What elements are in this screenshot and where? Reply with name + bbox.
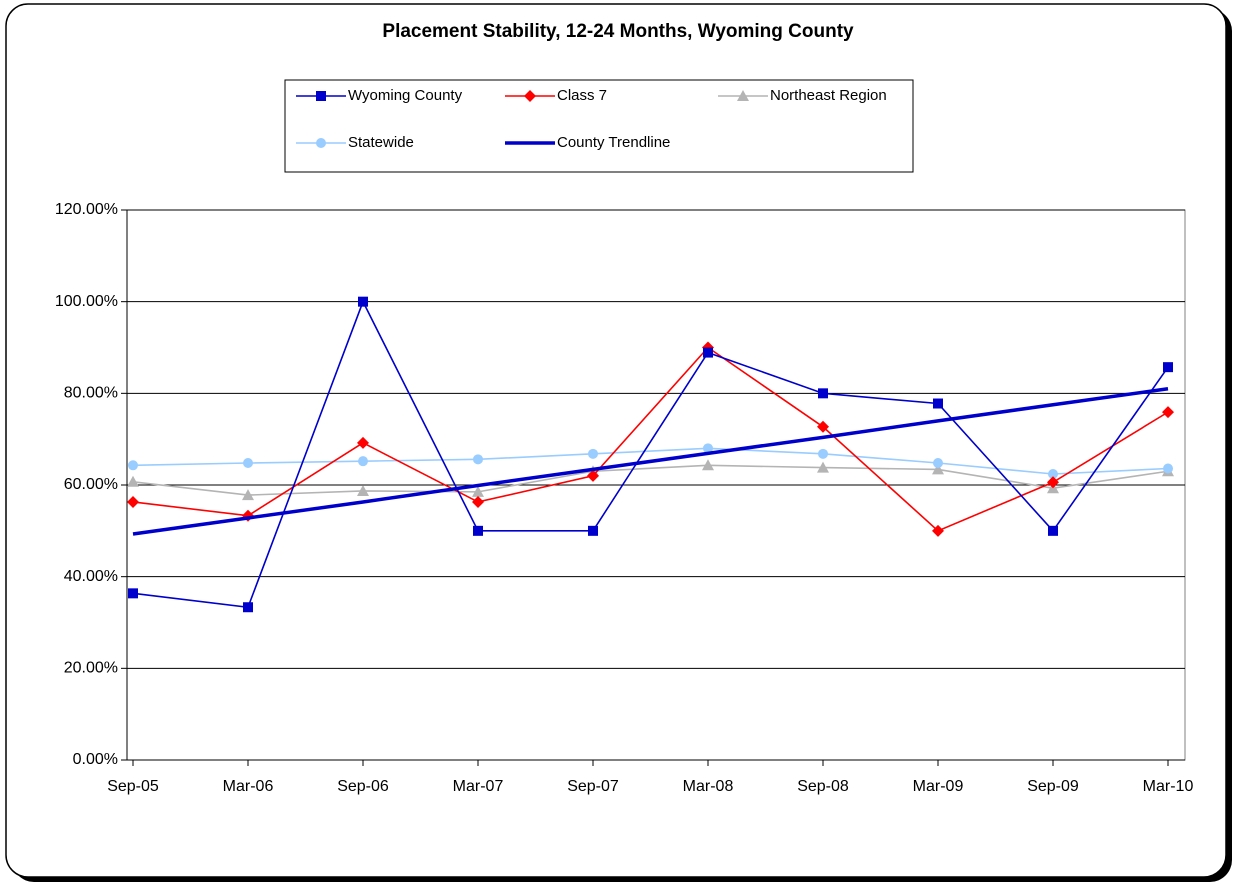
data-point — [588, 525, 598, 536]
chart-title: Placement Stability, 12-24 Months, Wyomi… — [382, 21, 854, 42]
data-point — [703, 443, 713, 454]
data-point — [933, 458, 943, 468]
legend-box — [284, 79, 914, 173]
x-tick-label: Sep-07 — [567, 778, 619, 795]
y-tick-label: 0.00% — [73, 751, 118, 768]
data-point — [817, 461, 829, 473]
legend-marker — [737, 90, 749, 101]
x-tick-label: Mar-09 — [913, 778, 964, 795]
data-point — [472, 485, 484, 497]
data-point — [817, 420, 829, 433]
legend-label: Wyoming County — [348, 87, 463, 104]
data-point — [358, 456, 368, 467]
series-line — [132, 464, 1169, 496]
y-tick-label: 40.00% — [64, 568, 118, 585]
data-point — [127, 495, 139, 508]
data-point — [472, 495, 484, 508]
data-point — [473, 525, 483, 536]
series-line — [132, 299, 1169, 609]
data-point — [1048, 469, 1058, 479]
x-tick-label: Mar-08 — [683, 778, 734, 795]
y-tick-label: 60.00% — [64, 476, 118, 493]
legend-marker — [316, 138, 326, 148]
data-point — [1162, 406, 1174, 419]
data-point — [1048, 525, 1058, 536]
data-point — [243, 458, 253, 468]
legend-label: Statewide — [348, 134, 414, 151]
data-point — [818, 448, 828, 459]
legend-marker — [524, 90, 536, 102]
x-tick-label: Sep-06 — [337, 778, 389, 795]
y-tick-label: 80.00% — [64, 385, 118, 402]
x-tick-label: Mar-06 — [223, 778, 274, 795]
data-point — [932, 463, 944, 475]
data-point — [242, 489, 254, 501]
data-point — [818, 388, 828, 399]
series-line — [132, 346, 1169, 532]
x-tick-label: Mar-07 — [453, 778, 504, 795]
data-point — [933, 398, 943, 409]
data-point — [127, 475, 139, 487]
data-point — [243, 602, 253, 613]
x-tick-label: Sep-05 — [107, 778, 159, 795]
data-point — [358, 296, 368, 307]
y-tick-label: 120.00% — [55, 201, 118, 218]
data-point — [357, 484, 369, 496]
data-point — [1163, 362, 1173, 373]
legend-label: Class 7 — [557, 87, 607, 104]
data-point — [702, 459, 714, 471]
x-tick-label: Mar-10 — [1143, 778, 1194, 795]
data-point — [473, 454, 483, 465]
legend-marker — [316, 91, 326, 101]
data-point — [128, 460, 138, 471]
data-point — [128, 588, 138, 599]
series-line — [132, 447, 1169, 475]
data-point — [588, 448, 598, 459]
x-tick-label: Sep-08 — [797, 778, 849, 795]
legend-label: Northeast Region — [770, 87, 887, 104]
y-tick-label: 100.00% — [55, 293, 118, 310]
x-tick-label: Sep-09 — [1027, 778, 1079, 795]
data-point — [1047, 476, 1059, 489]
data-point — [357, 436, 369, 449]
data-point — [703, 347, 713, 358]
series-line — [132, 387, 1169, 536]
data-point — [1163, 463, 1173, 474]
legend-label: County Trendline — [557, 134, 670, 151]
data-point — [587, 469, 599, 482]
data-point — [932, 524, 944, 537]
y-tick-label: 20.00% — [64, 660, 118, 677]
